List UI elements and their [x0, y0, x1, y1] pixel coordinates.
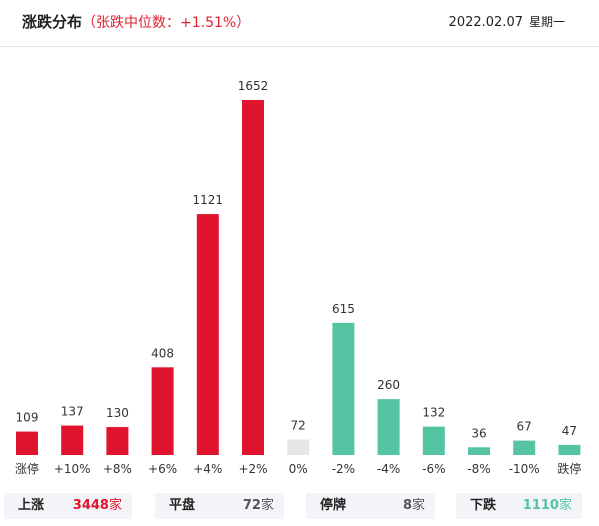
summary-flat-label: 平盘	[169, 498, 196, 513]
summary-suspended-label: 停牌	[320, 498, 347, 513]
bar-2	[106, 427, 129, 455]
bar-9	[422, 426, 445, 455]
bar-11	[513, 440, 536, 455]
value-label-6: 72	[291, 419, 306, 433]
date-text: 2022.02.07	[448, 15, 523, 30]
bar-0	[16, 431, 38, 455]
distribution-chart: 109 涨停 137 +10% 130 +8% 408 +6% 1121 +4% 1652 +2% 72…	[15, 79, 581, 476]
weekday-text: 星期一	[528, 15, 565, 29]
bar-4	[196, 214, 219, 455]
bar-5	[242, 100, 264, 455]
header: 涨跌分布（张跌中位数：+1.51%） 2022.02.07 星期一	[0, 0, 599, 47]
value-label-12: 47	[562, 424, 577, 438]
bar-10	[468, 447, 490, 455]
summary-flat-value: 72家	[242, 498, 274, 513]
category-label-4: +4%	[193, 462, 222, 476]
summary-suspended-value: 8家	[402, 498, 425, 513]
value-label-4: 1121	[193, 193, 224, 207]
value-label-2: 130	[106, 406, 129, 420]
summary-flat: 平盘 72家	[155, 493, 284, 519]
bar-1	[61, 425, 84, 455]
value-label-11: 67	[517, 420, 532, 434]
value-label-3: 408	[151, 346, 174, 360]
category-label-1: +10%	[54, 462, 91, 476]
median-change: （张跌中位数：+1.51%）	[82, 15, 251, 31]
category-label-10: -8%	[467, 462, 490, 476]
category-label-5: +2%	[238, 462, 267, 476]
category-label-3: +6%	[148, 462, 177, 476]
summary-bar: 上涨 3448家 平盘 72家 停牌 8家 下跌 1110家	[0, 493, 599, 526]
bar-3	[151, 367, 174, 455]
value-label-5: 1652	[238, 79, 269, 93]
value-label-7: 615	[332, 302, 355, 316]
bar-7	[332, 322, 355, 455]
value-label-9: 132	[422, 406, 445, 420]
value-label-10: 36	[471, 426, 486, 440]
bar-6	[287, 439, 310, 455]
summary-down: 下跌 1110家	[456, 493, 582, 519]
title-main: 涨跌分布	[22, 13, 83, 31]
bar-8	[377, 399, 400, 455]
value-label-8: 260	[377, 378, 400, 392]
bar-12	[558, 444, 581, 455]
summary-suspended: 停牌 8家	[306, 493, 435, 519]
category-label-12: 跌停	[557, 461, 581, 476]
category-label-0: 涨停	[15, 461, 39, 476]
summary-up: 上涨 3448家	[4, 493, 132, 519]
page-title: 涨跌分布（张跌中位数：+1.51%）	[22, 11, 250, 32]
category-label-2: +8%	[103, 462, 132, 476]
category-label-7: -2%	[332, 462, 355, 476]
trade-date: 2022.02.07 星期一	[449, 13, 565, 30]
value-label-1: 137	[61, 405, 84, 419]
category-label-8: -4%	[377, 462, 400, 476]
category-label-9: -6%	[422, 462, 445, 476]
value-label-0: 109	[16, 411, 39, 425]
summary-down-value: 1110家	[522, 498, 572, 513]
summary-up-label: 上涨	[18, 498, 45, 513]
category-label-11: -10%	[509, 462, 540, 476]
summary-down-label: 下跌	[470, 498, 497, 513]
summary-up-value: 3448家	[72, 498, 122, 513]
category-label-6: 0%	[289, 462, 308, 476]
